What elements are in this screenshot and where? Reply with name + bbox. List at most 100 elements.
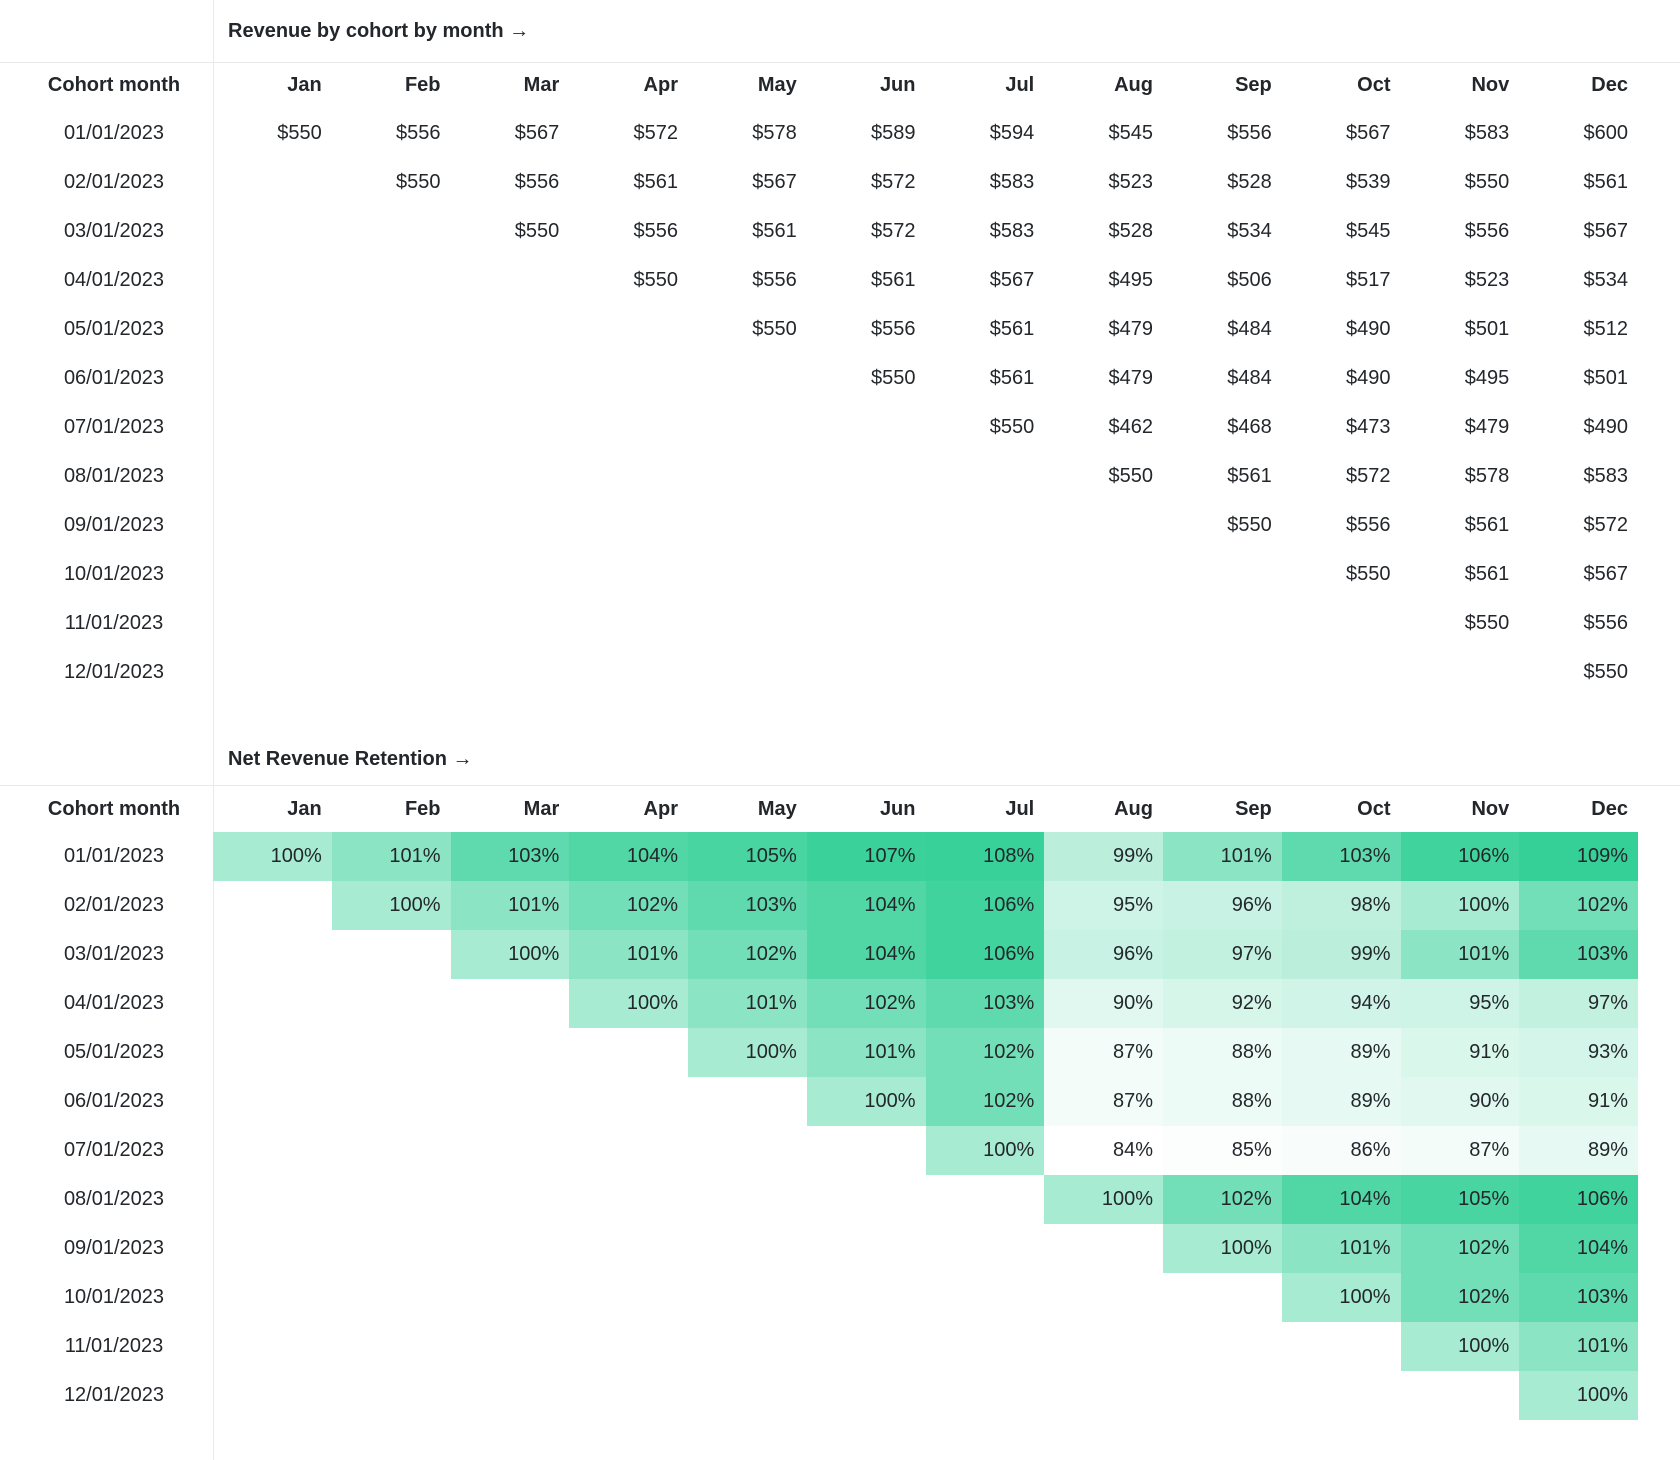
cohort-month-label: 02/01/2023 (63, 894, 165, 916)
nrr-cell: 107% (806, 832, 926, 881)
nrr-cell (807, 1224, 926, 1273)
revenue-cell (1044, 501, 1163, 550)
nrr-cell (569, 1077, 688, 1126)
nrr-cell (213, 979, 332, 1028)
nrr-cell: 84% (1044, 1126, 1163, 1175)
revenue-cell: $556 (1227, 122, 1272, 144)
month-header: Oct (1357, 74, 1391, 96)
nrr-cell (332, 1077, 451, 1126)
revenue-cell (213, 305, 332, 354)
nrr-cell (451, 1077, 570, 1126)
nrr-cell: 102% (1163, 1175, 1282, 1224)
nrr-cell: 86% (1281, 1126, 1401, 1175)
month-header: Jun (879, 798, 916, 820)
revenue-cell (569, 599, 688, 648)
table-row: 05/01/2023 100% 101% 102% 87% 88% 89% 91% 93% (0, 1028, 1680, 1077)
nrr-cell (451, 1273, 570, 1322)
revenue-cell: $561 (871, 269, 916, 291)
revenue-cell: $550 (396, 171, 441, 193)
nrr-cell: 104% (806, 930, 926, 979)
nrr-cell: 100% (806, 1077, 926, 1126)
table-row: 03/01/2023 100% 101% 102% 104% 106% 96% 97% 99% 1… (0, 930, 1680, 979)
revenue-cell: $567 (1346, 122, 1391, 144)
table-row: 04/01/2023 $550 $556 $561 $567 $495 $506 $517 $5… (0, 256, 1680, 305)
revenue-cell (332, 256, 451, 305)
revenue-cell: $561 (752, 220, 797, 242)
revenue-cell (451, 305, 570, 354)
nrr-cell (1044, 1224, 1163, 1273)
revenue-cell (332, 501, 451, 550)
revenue-cell (569, 501, 688, 550)
revenue-cell (807, 403, 926, 452)
nrr-cell: 102% (1400, 1224, 1520, 1273)
revenue-cell: $550 (277, 122, 322, 144)
nrr-cell: 98% (1281, 881, 1401, 930)
revenue-cell: $490 (1583, 416, 1629, 438)
month-header: Jul (1005, 798, 1035, 820)
revenue-cell (213, 648, 332, 697)
cohort-month-column-header: Cohort month (47, 798, 181, 820)
revenue-cell: $528 (1227, 171, 1272, 193)
revenue-cell: $556 (1346, 514, 1391, 536)
nrr-cell: 106% (1519, 1175, 1638, 1224)
revenue-cell (569, 305, 688, 354)
revenue-cell (451, 354, 570, 403)
revenue-cell (213, 354, 332, 403)
nrr-cell (1044, 1273, 1163, 1322)
nrr-cell: 104% (806, 881, 926, 930)
cohort-month-label: 12/01/2023 (63, 661, 165, 683)
revenue-cell (569, 403, 688, 452)
revenue-cell (807, 452, 926, 501)
month-header: Jul (1005, 74, 1035, 96)
revenue-cell: $484 (1227, 318, 1272, 340)
nrr-cell (332, 1322, 451, 1371)
nrr-cell: 105% (1400, 1175, 1520, 1224)
nrr-cell: 109% (1519, 832, 1638, 881)
revenue-cell (451, 648, 570, 697)
nrr-cell (213, 1224, 332, 1273)
revenue-cell: $462 (1108, 416, 1154, 438)
nrr-cell (688, 1126, 807, 1175)
nrr-cell: 101% (1281, 1224, 1401, 1273)
nrr-cell (926, 1371, 1045, 1420)
revenue-cell: $534 (1227, 220, 1272, 242)
nrr-cell: 89% (1519, 1126, 1638, 1175)
nrr-cell: 101% (688, 979, 807, 1028)
nrr-cell (332, 1371, 451, 1420)
nrr-cell (569, 1224, 688, 1273)
revenue-cell (926, 648, 1045, 697)
revenue-cell (213, 403, 332, 452)
table-row: 07/01/2023 100% 84% 85% 86% 87% 89% (0, 1126, 1680, 1175)
cohort-month-label: 04/01/2023 (63, 992, 165, 1014)
nrr-cell (451, 1322, 570, 1371)
revenue-cell: $550 (1108, 465, 1154, 487)
column-header-row: Cohort month Jan Feb Mar Apr May Jun Jul Aug Sep O… (0, 786, 1680, 832)
revenue-cell: $550 (752, 318, 797, 340)
nrr-cell (926, 1175, 1045, 1224)
month-header: May (757, 798, 797, 820)
nrr-cell (332, 1175, 451, 1224)
revenue-cell: $561 (1464, 514, 1510, 536)
revenue-cell (688, 648, 807, 697)
nrr-cell: 91% (1400, 1028, 1520, 1077)
revenue-cell (1282, 648, 1401, 697)
revenue-cell: $589 (871, 122, 916, 144)
revenue-cell: $550 (1227, 514, 1272, 536)
nrr-cell (213, 1322, 332, 1371)
nrr-cell (332, 1273, 451, 1322)
nrr-cell (926, 1322, 1045, 1371)
revenue-cell (926, 452, 1045, 501)
revenue-cell (451, 599, 570, 648)
nrr-cell: 101% (331, 832, 451, 881)
revenue-cell (332, 305, 451, 354)
table-row: 10/01/2023 $550 $561 $567 (0, 550, 1680, 599)
revenue-cell (569, 648, 688, 697)
month-header: May (757, 74, 797, 96)
cohort-month-column-header: Cohort month (47, 74, 181, 96)
revenue-cell: $572 (1583, 514, 1629, 536)
table-row: 08/01/2023 100% 102% 104% 105% 106% (0, 1175, 1680, 1224)
revenue-cell: $556 (396, 122, 441, 144)
nrr-cell: 96% (1044, 930, 1163, 979)
nrr-cell (569, 1126, 688, 1175)
revenue-cell: $550 (633, 269, 679, 291)
